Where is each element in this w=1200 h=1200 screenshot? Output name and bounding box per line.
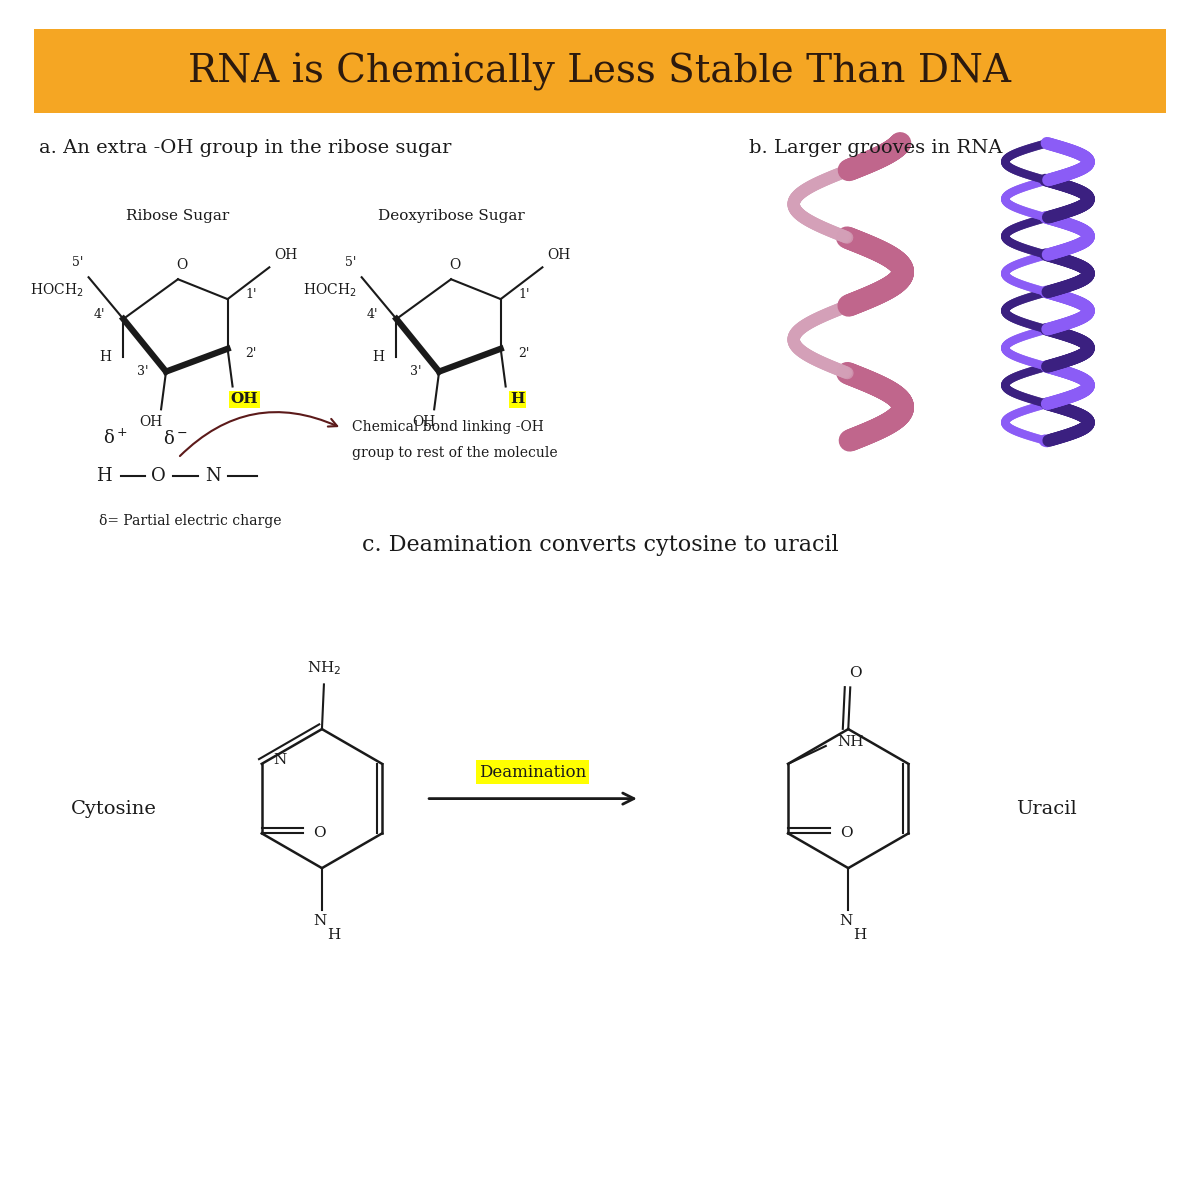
Text: Deamination: Deamination [479, 763, 586, 781]
Text: N: N [840, 914, 853, 928]
Text: 1': 1' [518, 288, 530, 301]
Text: HOCH$_2$: HOCH$_2$ [30, 281, 84, 299]
Text: O: O [840, 827, 852, 840]
Text: 5': 5' [346, 257, 356, 269]
Text: H: H [372, 349, 384, 364]
Text: c. Deamination converts cytosine to uracil: c. Deamination converts cytosine to urac… [361, 534, 839, 557]
Text: 2': 2' [518, 347, 530, 360]
Text: O: O [176, 258, 187, 272]
Text: HOCH$_2$: HOCH$_2$ [304, 281, 356, 299]
Text: 5': 5' [72, 257, 84, 269]
Text: 4': 4' [367, 308, 378, 322]
Text: 1': 1' [246, 288, 257, 301]
Text: Ribose Sugar: Ribose Sugar [126, 209, 229, 223]
Text: NH: NH [838, 736, 864, 749]
Text: H: H [853, 928, 866, 942]
Text: Chemical bond linking -OH: Chemical bond linking -OH [352, 420, 544, 434]
Text: OH: OH [413, 415, 436, 430]
FancyArrowPatch shape [180, 412, 337, 456]
Text: N: N [274, 752, 287, 767]
Text: group to rest of the molecule: group to rest of the molecule [352, 446, 557, 460]
Text: H: H [96, 467, 112, 485]
Text: a. An extra -OH group in the ribose sugar: a. An extra -OH group in the ribose suga… [38, 139, 451, 157]
Text: OH: OH [275, 248, 298, 263]
Text: N: N [205, 467, 221, 485]
Text: H: H [328, 928, 341, 942]
Text: 3': 3' [409, 365, 421, 378]
FancyBboxPatch shape [34, 29, 1166, 114]
Text: δ$^+$: δ$^+$ [103, 428, 127, 448]
Text: O: O [313, 827, 326, 840]
Text: 4': 4' [94, 308, 106, 322]
Text: H: H [100, 349, 112, 364]
Text: δ= Partial electric charge: δ= Partial electric charge [98, 514, 281, 528]
Text: Deoxyribose Sugar: Deoxyribose Sugar [378, 209, 524, 223]
Text: b. Larger grooves in RNA: b. Larger grooves in RNA [749, 139, 1002, 157]
Text: N: N [313, 914, 326, 928]
Text: O: O [848, 666, 862, 680]
Text: OH: OH [139, 415, 163, 430]
Text: O: O [151, 467, 166, 485]
FancyArrowPatch shape [428, 793, 634, 804]
Text: RNA is Chemically Less Stable Than DNA: RNA is Chemically Less Stable Than DNA [188, 53, 1012, 91]
Text: OH: OH [230, 392, 258, 407]
Text: Cytosine: Cytosine [71, 799, 156, 817]
Text: 3': 3' [137, 365, 148, 378]
Text: NH$_2$: NH$_2$ [307, 660, 341, 678]
Text: H: H [510, 392, 524, 407]
Text: OH: OH [547, 248, 571, 263]
Text: Uracil: Uracil [1016, 799, 1078, 817]
Text: 2': 2' [246, 347, 257, 360]
Text: δ$^-$: δ$^-$ [163, 430, 187, 448]
Text: O: O [449, 258, 461, 272]
